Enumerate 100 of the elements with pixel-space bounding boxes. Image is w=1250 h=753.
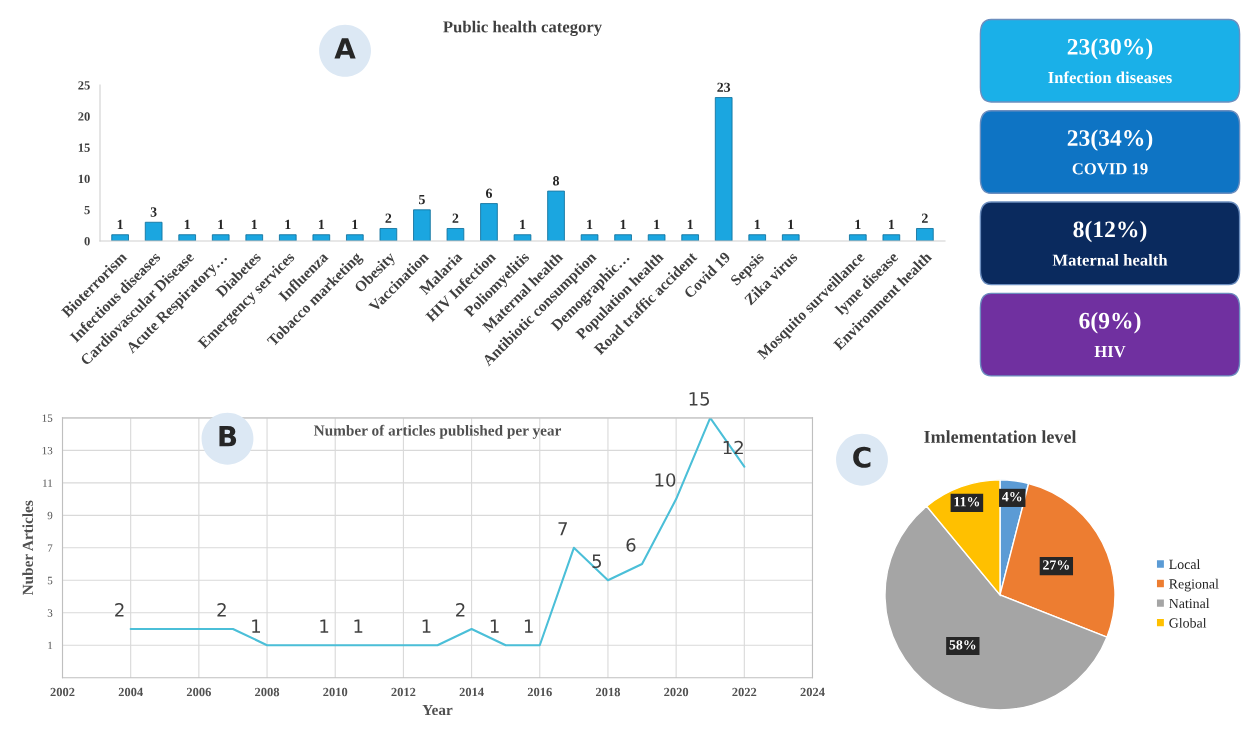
bar: [278, 234, 297, 241]
chart-title: Number of articles published per year: [313, 424, 562, 439]
data-label: 1: [285, 219, 291, 229]
data-label: 1: [754, 219, 760, 229]
data-label: 1: [620, 219, 626, 229]
y-tick-label: 0: [84, 236, 90, 246]
y-tick-label: 20: [78, 112, 90, 121]
bar: [580, 234, 599, 241]
x-tick-label: 2004: [118, 687, 143, 697]
data-label: 1: [788, 219, 794, 229]
data-label: 5: [592, 554, 602, 569]
data-label: 2: [115, 603, 124, 617]
annotation: B: [219, 426, 237, 447]
data-label: 2: [385, 213, 392, 223]
data-label: 1: [218, 219, 224, 229]
data-label: 1: [687, 219, 693, 229]
bar: [144, 221, 163, 241]
y-tick-label: 3: [47, 609, 53, 617]
y-tick-label: 11: [43, 479, 53, 487]
text: C: [853, 446, 871, 468]
data-label: 1: [490, 619, 499, 633]
legend-label: Local: [1169, 559, 1201, 570]
x-tick-label: 2020: [664, 687, 689, 697]
legend-label: Global: [1169, 617, 1207, 628]
bar: [312, 234, 331, 241]
data-label: 6: [626, 538, 636, 552]
y-tick-label: 13: [42, 446, 53, 455]
data-label: 4%: [1002, 491, 1022, 502]
x-tick-label: 2018: [595, 687, 621, 697]
bar: [849, 234, 867, 241]
bar: [513, 234, 532, 241]
text: HIV: [1094, 345, 1126, 358]
bar: [413, 209, 431, 241]
y-tick-label: 15: [42, 414, 53, 422]
data-label: 1: [354, 619, 363, 633]
bar: [379, 228, 398, 241]
data-label: 1: [320, 619, 329, 633]
data-label: 1: [252, 619, 261, 633]
line-series: [129, 417, 746, 647]
data-label: 8: [553, 176, 560, 186]
text: 23(34%): [1067, 129, 1153, 151]
y-tick-label: 25: [78, 81, 90, 90]
y-axis-title: Nuber Articles: [22, 500, 34, 596]
text: 6(9%): [1079, 312, 1141, 334]
x-tick-label: 2010: [323, 687, 348, 697]
data-label: 58%: [949, 640, 976, 650]
data-label: 1: [888, 219, 895, 229]
text: 23(30%): [1067, 38, 1153, 60]
data-label: 27%: [1043, 560, 1069, 570]
bar: [245, 234, 264, 241]
data-label: 1: [352, 219, 358, 229]
data-label: 2: [452, 213, 459, 223]
bar: [647, 234, 666, 241]
data-label: 1: [117, 219, 123, 229]
data-label: 7: [558, 522, 567, 536]
bar: [111, 234, 129, 241]
y-tick-label: 5: [84, 205, 90, 215]
bar: [547, 190, 565, 241]
bar: [446, 228, 465, 241]
y-tick-label: 7: [47, 544, 53, 552]
data-label: 1: [587, 219, 593, 229]
data-label: 5: [418, 194, 425, 205]
bar: [346, 234, 364, 241]
bar: [916, 228, 934, 241]
bar: [614, 234, 632, 241]
y-tick-label: 5: [47, 576, 53, 585]
text: COVID 19: [1072, 163, 1148, 175]
x-tick-label: 2008: [255, 687, 280, 697]
data-label: 6: [485, 188, 493, 198]
data-label: 2: [456, 603, 465, 617]
chart-title: Imlementation level: [924, 430, 1077, 443]
bar: [748, 234, 767, 241]
bar: [178, 234, 196, 241]
y-tick-label: 10: [78, 174, 90, 184]
y-tick-label: 9: [47, 511, 53, 520]
bar: [681, 234, 699, 241]
bar: [781, 234, 800, 241]
data-label: 1: [654, 219, 660, 229]
x-tick-label: 2014: [459, 687, 484, 697]
bar: [882, 234, 901, 241]
data-label: 3: [150, 207, 157, 217]
data-label: 1: [251, 219, 257, 229]
x-tick-label: 2024: [800, 687, 825, 697]
text: A: [334, 38, 356, 59]
data-label: 11%: [954, 497, 980, 507]
chart-title: Public health category: [443, 20, 602, 36]
data-label: 23: [717, 82, 731, 92]
data-label: 2: [921, 213, 928, 223]
bar: [480, 203, 498, 241]
text: Infection diseases: [1048, 71, 1172, 84]
data-label: 1: [184, 219, 190, 229]
data-label: 1: [520, 219, 526, 229]
x-tick-label: 2006: [186, 687, 211, 697]
data-label: 1: [422, 619, 431, 633]
data-label: 10: [655, 473, 676, 487]
x-tick-label: 2002: [50, 687, 75, 697]
y-tick-label: 15: [78, 143, 90, 152]
x-axis-title: Year: [422, 704, 453, 716]
x-tick-label: 2012: [391, 687, 416, 697]
bar: [211, 234, 230, 241]
